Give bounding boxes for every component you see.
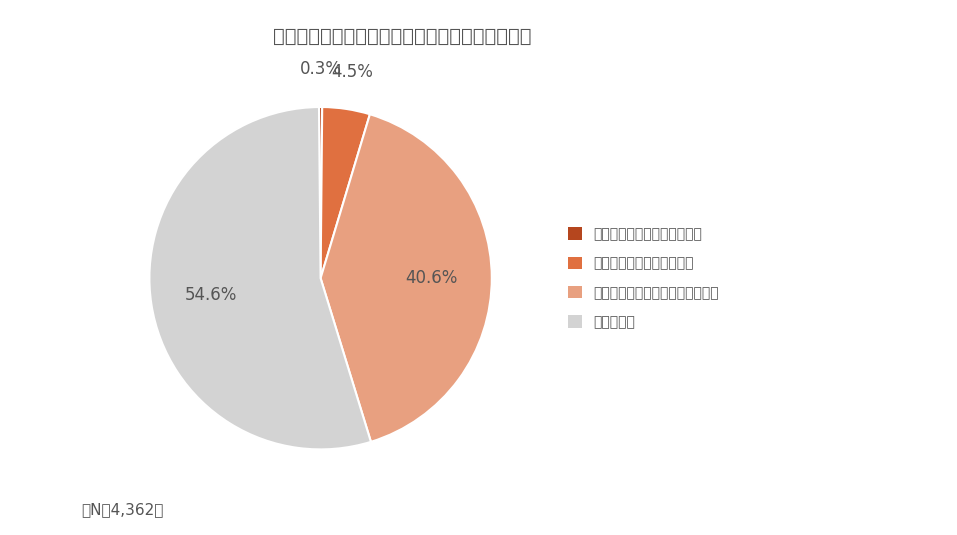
- Wedge shape: [319, 107, 323, 278]
- Text: 4.5%: 4.5%: [331, 63, 373, 81]
- Text: あなたはワーキングホリデーに興味がありますか: あなたはワーキングホリデーに興味がありますか: [273, 27, 531, 46]
- Wedge shape: [321, 114, 492, 442]
- Text: 0.3%: 0.3%: [300, 60, 342, 78]
- Wedge shape: [149, 107, 371, 449]
- Wedge shape: [321, 107, 370, 278]
- Text: （N＝4,362）: （N＝4,362）: [81, 502, 164, 517]
- Legend: 興味があり、行く予定である, 興味があり、検討している, 興味はあるが、検討はしていない, 興味はない: 興味があり、行く予定である, 興味があり、検討している, 興味はあるが、検討はし…: [563, 221, 724, 335]
- Text: 54.6%: 54.6%: [185, 286, 236, 304]
- Text: 40.6%: 40.6%: [406, 269, 458, 287]
